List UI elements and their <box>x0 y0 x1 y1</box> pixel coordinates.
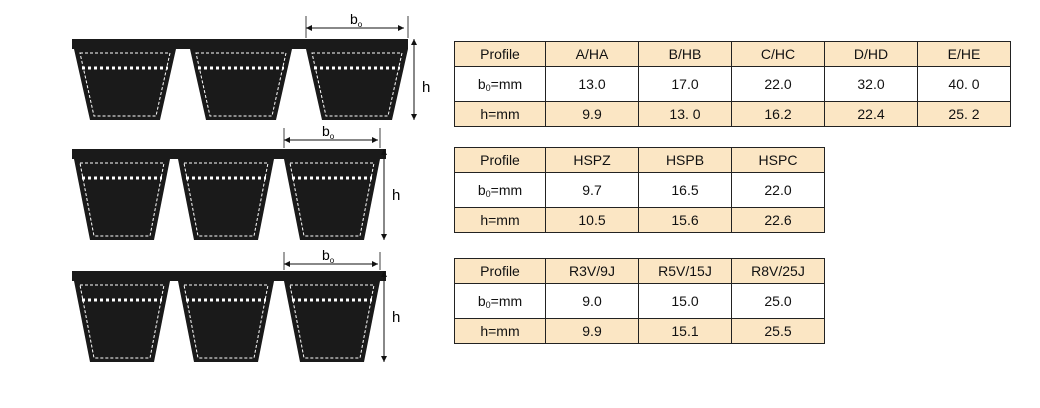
table-row: b0=mm 13.0 17.0 22.0 32.0 40. 0 <box>454 66 1011 102</box>
table-cell: 13. 0 <box>638 101 732 127</box>
row-label: h=mm <box>454 207 546 233</box>
table-row: b0=mm 9.0 15.0 25.0 <box>454 283 825 319</box>
column-header: D/HD <box>824 41 918 67</box>
table-cell: 40. 0 <box>917 66 1011 102</box>
column-header: HSPZ <box>545 147 639 173</box>
bo-label: bo <box>350 11 363 29</box>
column-header: R8V/25J <box>731 258 825 284</box>
table-cell: 15.1 <box>638 318 732 344</box>
belt-backing <box>72 39 408 49</box>
table-cell: 9.7 <box>545 172 639 208</box>
table-cell: 15.6 <box>638 207 732 233</box>
h-label: h <box>392 187 400 204</box>
table-cell: 9.0 <box>545 283 639 319</box>
table-cell: 22.0 <box>731 172 825 208</box>
belt-diagram-3: bo h <box>60 244 440 369</box>
column-header: R3V/9J <box>545 258 639 284</box>
table-cell: 10.5 <box>545 207 639 233</box>
belt-rib <box>284 159 380 240</box>
belt-rib <box>284 281 380 362</box>
column-header: HSPB <box>638 147 732 173</box>
table-cell: 17.0 <box>638 66 732 102</box>
table-cell: 32.0 <box>824 66 918 102</box>
table-cell: 25.0 <box>731 283 825 319</box>
header-label: Profile <box>454 41 546 67</box>
column-header: B/HB <box>638 41 732 67</box>
belt-backing <box>72 149 386 159</box>
spec-table-3: Profile R3V/9J R5V/15J R8V/25J b0=mm 9.0… <box>454 258 825 344</box>
table-cell: 15.0 <box>638 283 732 319</box>
belt-rib <box>178 159 274 240</box>
table-cell: 22.4 <box>824 101 918 127</box>
h-label: h <box>392 309 400 326</box>
table-cell: 16.5 <box>638 172 732 208</box>
belt-diagram-2-svg: bo h <box>72 123 400 240</box>
belt-backing <box>72 271 386 281</box>
belt-diagram-3-svg: bo h <box>72 247 400 362</box>
belt-rib <box>74 281 170 362</box>
table-cell: 9.9 <box>545 101 639 127</box>
h-label: h <box>422 79 430 96</box>
table-row: h=mm 10.5 15.6 22.6 <box>454 207 825 233</box>
row-label: b0=mm <box>454 283 546 319</box>
belt-rib <box>190 49 292 120</box>
table-cell: 22.0 <box>731 66 825 102</box>
header-label: Profile <box>454 147 546 173</box>
table-row: h=mm 9.9 13. 0 16.2 22.4 25. 2 <box>454 101 1011 127</box>
row-label: h=mm <box>454 101 546 127</box>
table-header-row: Profile HSPZ HSPB HSPC <box>454 147 825 173</box>
table-cell: 13.0 <box>545 66 639 102</box>
row-label: b0=mm <box>454 172 546 208</box>
row-label: b0=mm <box>454 66 546 102</box>
column-header: R5V/15J <box>638 258 732 284</box>
belt-rib <box>178 281 274 362</box>
table-header-row: Profile R3V/9J R5V/15J R8V/25J <box>454 258 825 284</box>
spec-table-1: Profile A/HA B/HB C/HC D/HD E/HE b0=mm 1… <box>454 41 1011 127</box>
belt-diagram-2: bo h <box>60 122 440 247</box>
column-header: A/HA <box>545 41 639 67</box>
belt-diagram-1-svg: bo h <box>72 11 430 120</box>
belt-rib <box>74 49 176 120</box>
bo-label: bo <box>322 123 335 141</box>
row-label: h=mm <box>454 318 546 344</box>
table-cell: 9.9 <box>545 318 639 344</box>
bo-label: bo <box>322 247 335 265</box>
column-header: E/HE <box>917 41 1011 67</box>
table-row: b0=mm 9.7 16.5 22.0 <box>454 172 825 208</box>
belt-rib <box>74 159 170 240</box>
table-cell: 25.5 <box>731 318 825 344</box>
table-row: h=mm 9.9 15.1 25.5 <box>454 318 825 344</box>
table-cell: 16.2 <box>731 101 825 127</box>
spec-table-2: Profile HSPZ HSPB HSPC b0=mm 9.7 16.5 22… <box>454 147 825 233</box>
header-label: Profile <box>454 258 546 284</box>
table-cell: 22.6 <box>731 207 825 233</box>
belt-rib <box>306 49 408 120</box>
table-header-row: Profile A/HA B/HB C/HC D/HD E/HE <box>454 41 1011 67</box>
column-header: HSPC <box>731 147 825 173</box>
belt-diagram-1: bo h <box>60 10 440 130</box>
column-header: C/HC <box>731 41 825 67</box>
table-cell: 25. 2 <box>917 101 1011 127</box>
